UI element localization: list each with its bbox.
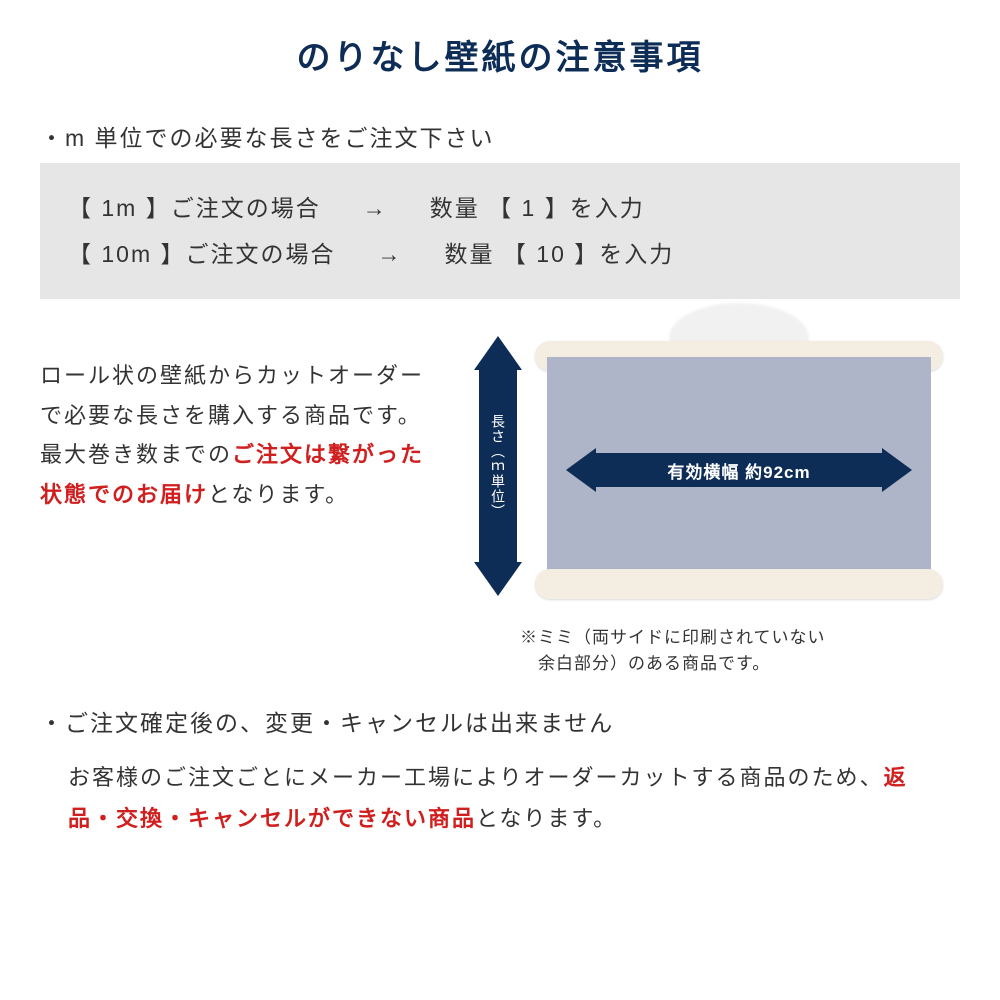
wallpaper-sheet: 有効横幅 約92cm <box>547 357 931 583</box>
section2-body: お客様のご注文ごとにメーカー工場によりオーダーカットする商品のため、返品・交換・… <box>40 748 960 839</box>
figure-footnote: ※ミミ（両サイドに印刷されていない 余白部分）のある商品です。 <box>460 625 826 676</box>
example-row: 【 1m 】ご注文の場合 → 数量 【 1 】を入力 <box>68 185 932 231</box>
page-title: のりなし壁紙の注意事項 <box>40 30 960 79</box>
example-qty: 数量 【 1 】を入力 <box>430 185 645 231</box>
desc-text: となります。 <box>208 482 349 507</box>
length-label: 長さ（ｍ単位） <box>488 414 508 519</box>
arrow-up-icon <box>474 336 522 370</box>
length-arrow: 長さ（ｍ単位） <box>471 336 525 596</box>
body-text: お客様のご注文ごとにメーカー工場によりオーダーカットする商品のため、 <box>68 765 884 790</box>
example-row: 【 10m 】ご注文の場合 → 数量 【 10 】を入力 <box>68 231 932 277</box>
arrow-icon: → <box>363 185 388 231</box>
example-length: 【 1m 】ご注文の場合 <box>68 185 321 231</box>
roll-figure: 長さ（ｍ単位） 有効横幅 約92cm ※ミミ（両 <box>460 311 960 676</box>
example-qty: 数量 【 10 】を入力 <box>445 231 675 277</box>
width-label: 有効横幅 約92cm <box>667 458 810 483</box>
section1-description: ロール状の壁紙からカットオーダーで必要な長さを購入する商品です。最大巻き数までの… <box>40 311 440 514</box>
body-text: となります。 <box>476 806 617 831</box>
roll-bottom <box>535 569 943 599</box>
section1-heading: ・m 単位での必要な長さをご注文下さい <box>40 119 960 153</box>
section2-heading: ・ご注文確定後の、変更・キャンセルは出来ません <box>40 704 960 738</box>
arrow-icon: → <box>378 231 403 277</box>
arrow-left-icon <box>566 448 596 492</box>
arrow-right-icon <box>882 448 912 492</box>
example-length: 【 10m 】ご注文の場合 <box>68 231 336 277</box>
roll-graphic: 有効横幅 約92cm <box>529 311 949 621</box>
width-arrow: 有効横幅 約92cm <box>566 445 912 495</box>
arrow-down-icon <box>474 562 522 596</box>
example-box: 【 1m 】ご注文の場合 → 数量 【 1 】を入力 【 10m 】ご注文の場合… <box>40 163 960 299</box>
